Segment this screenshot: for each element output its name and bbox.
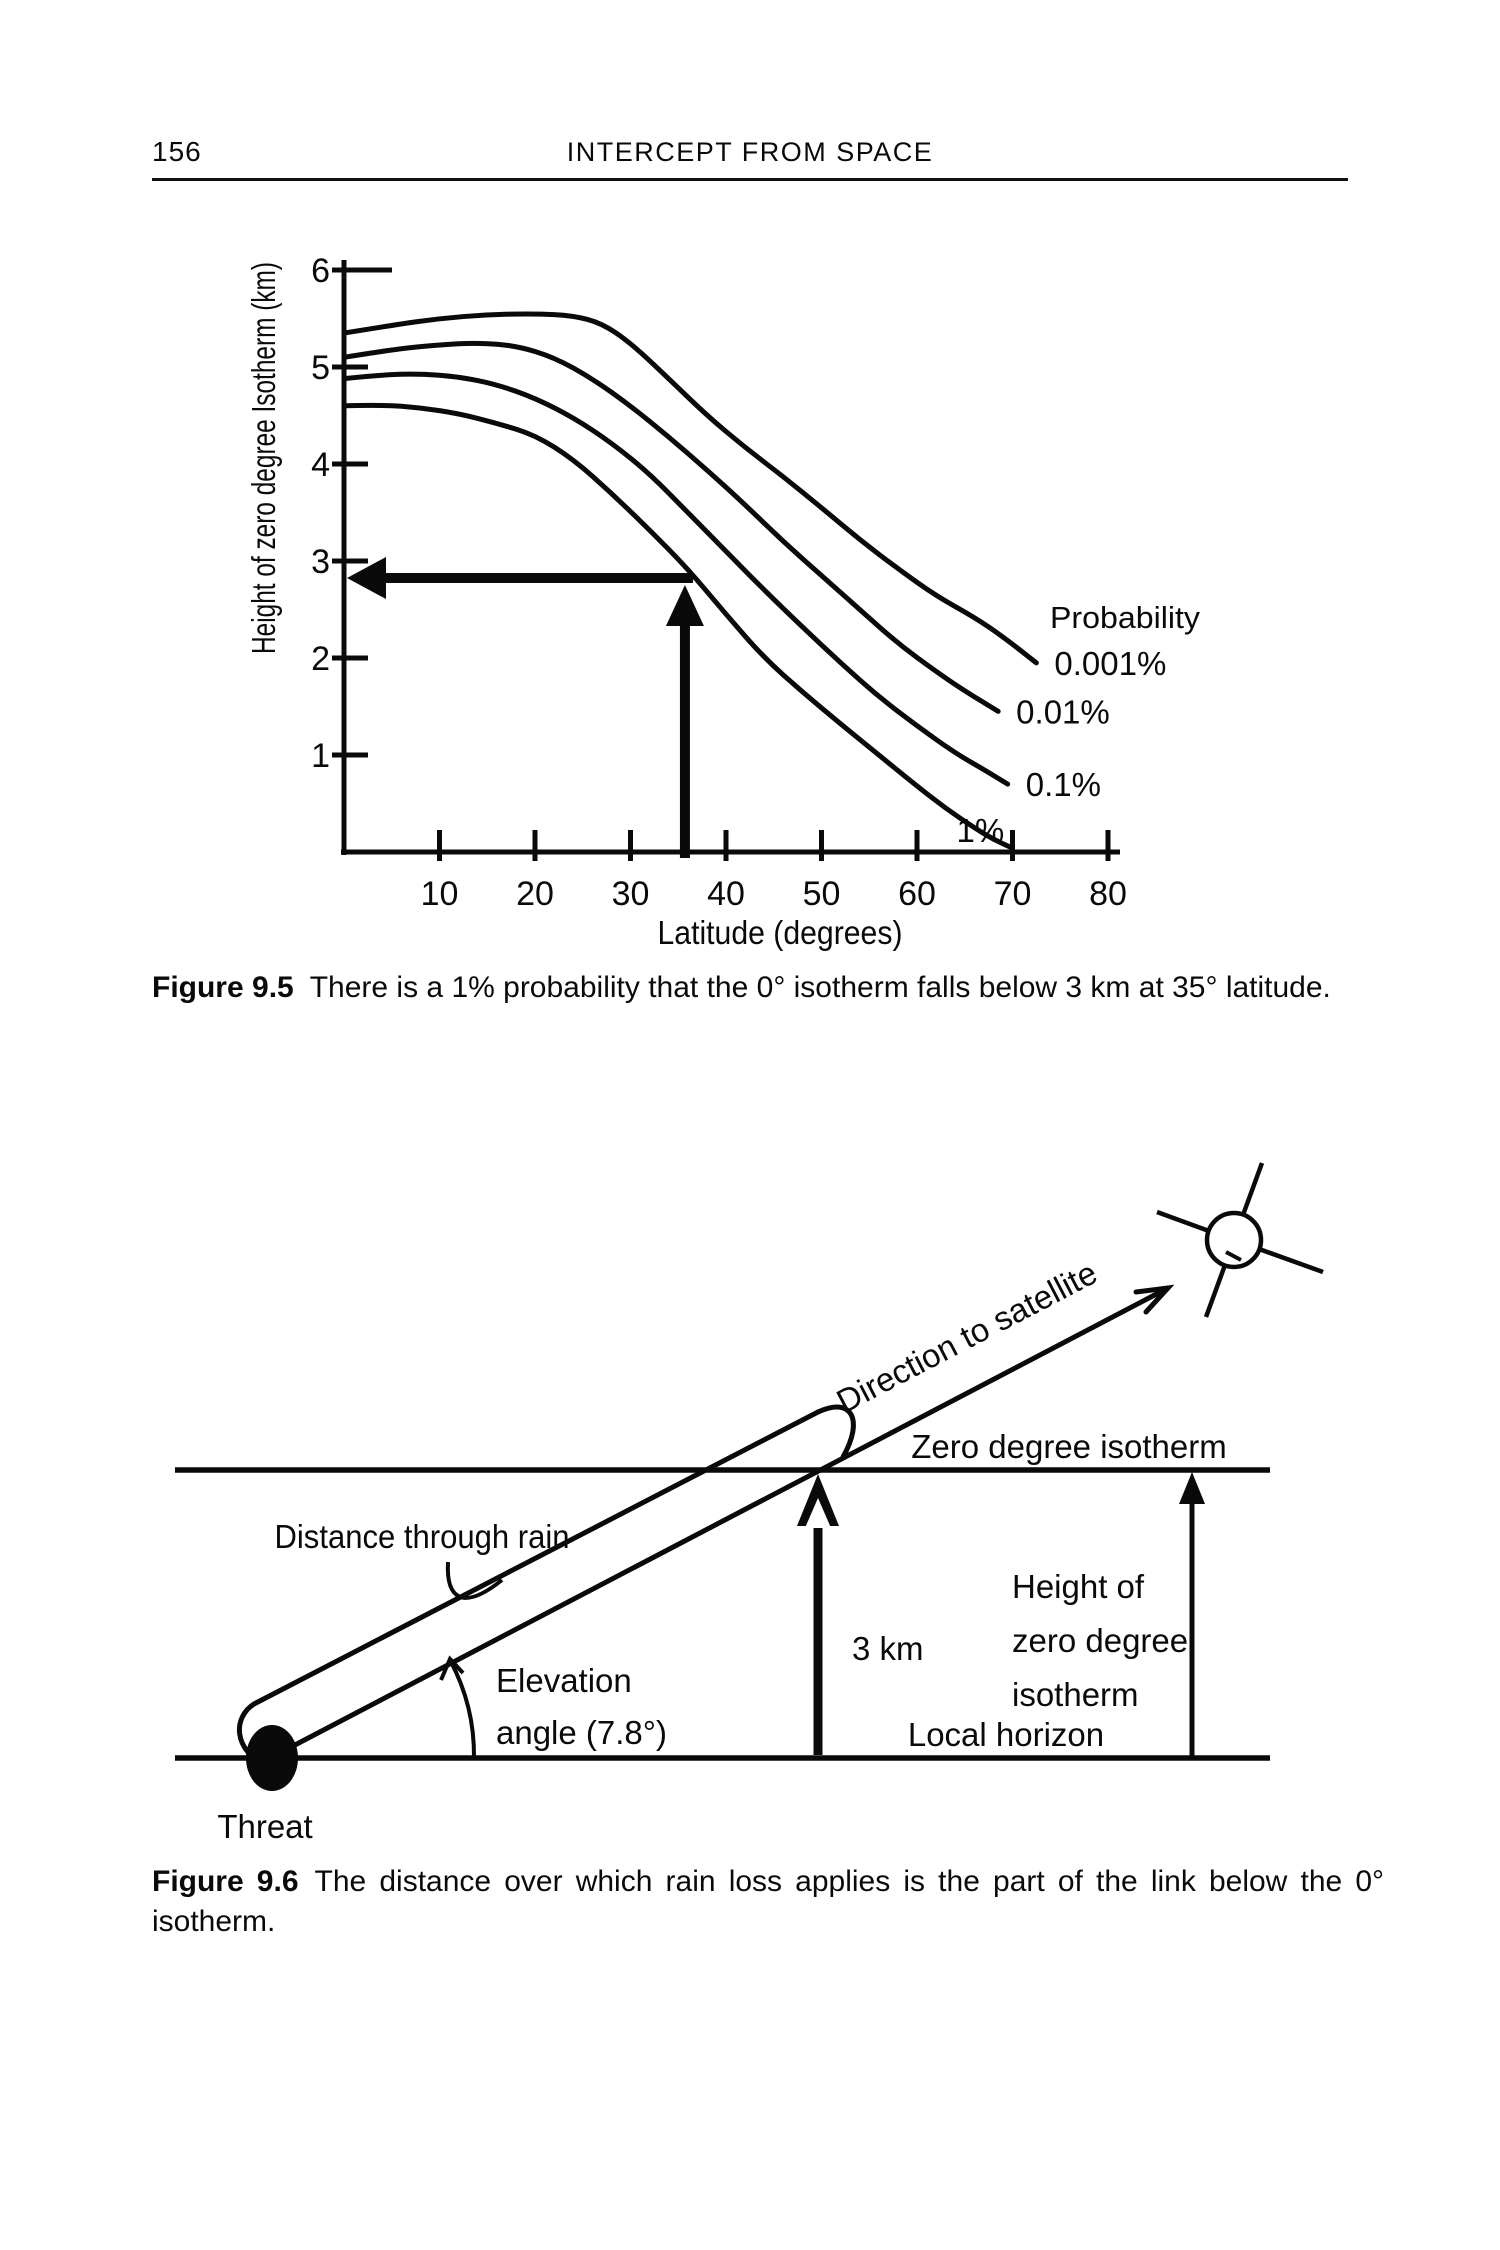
x-tick-label: 40 xyxy=(707,875,745,913)
y-tick-label: 6 xyxy=(311,252,330,290)
y-tick-label: 3 xyxy=(311,543,330,581)
distance-3km-label: 3 km xyxy=(852,1630,924,1667)
link-arrowhead-icon xyxy=(1133,1284,1175,1315)
figure95-plot: Height of zero degree Isotherm (km) Lati… xyxy=(245,252,1201,951)
threat-dot-icon xyxy=(246,1725,298,1791)
isotherm-height-label-line1: Height of xyxy=(1012,1568,1145,1605)
isotherm-height-label-line2: zero degree xyxy=(1012,1622,1188,1659)
rain-tube-upper-edge xyxy=(251,1409,821,1707)
series-label: 0.01% xyxy=(1016,693,1110,730)
zero-degree-isotherm-label: Zero degree isotherm xyxy=(911,1428,1226,1465)
distance-pointer xyxy=(445,1561,504,1600)
elevation-angle-label-line1: Elevation xyxy=(496,1662,632,1699)
isotherm-height-arrowhead-icon xyxy=(1179,1472,1205,1504)
height-3km-arrowhead-notch xyxy=(805,1498,831,1528)
x-tick-label: 70 xyxy=(994,875,1032,913)
probability-curve-1% xyxy=(341,402,1015,851)
figure95-caption-label: Figure 9.5 xyxy=(152,971,294,1004)
y-tick-label: 1 xyxy=(311,737,330,775)
x-tick-label: 60 xyxy=(898,875,936,913)
probability-curve-0.001% xyxy=(341,311,1039,666)
distance-through-rain-label: Distance through rain xyxy=(275,1518,570,1555)
page-number: 156 xyxy=(152,136,202,167)
figure96-diagram: Direction to satellite Zero degree isoth… xyxy=(175,1162,1324,1845)
series-label: 0.001% xyxy=(1054,645,1166,682)
x-tick-label: 30 xyxy=(612,875,650,913)
x-axis-label: Latitude (degrees) xyxy=(658,914,903,951)
figure95-caption-text: There is a 1% probability that the 0° is… xyxy=(309,971,1331,1004)
x-tick-label: 10 xyxy=(421,875,459,913)
figure95-caption: Figure 9.5 There is a 1% probability that… xyxy=(152,968,1384,1008)
up-arrowhead-icon xyxy=(665,585,704,626)
legend-title: Probability xyxy=(1050,600,1201,635)
figure96-caption: Figure 9.6 The distance over which rain l… xyxy=(152,1862,1384,1942)
figure96-caption-label: Figure 9.6 xyxy=(152,1865,299,1898)
y-tick-label: 2 xyxy=(311,640,330,678)
header-rule xyxy=(152,178,1348,181)
left-arrowhead-icon xyxy=(347,557,386,599)
satellite-icon xyxy=(1156,1162,1324,1318)
series-label: 0.1% xyxy=(1026,766,1101,803)
isotherm-height-label-line3: isotherm xyxy=(1012,1676,1139,1713)
x-tick-label: 50 xyxy=(803,875,841,913)
elevation-angle-label-line2: angle (7.8°) xyxy=(496,1714,667,1751)
x-tick-label: 20 xyxy=(516,875,554,913)
local-horizon-label: Local horizon xyxy=(908,1716,1104,1753)
chart-dynamic: 10 20 30 40 50 60 70 80 1 2 3 4 5 6 0.001% 0.01% 0.1% 1% xyxy=(311,252,1166,913)
probability-curve-0.1% xyxy=(341,371,1011,787)
series-label: 1% xyxy=(957,812,1005,849)
elevation-arc-arrowhead-icon xyxy=(439,1655,465,1681)
probability-curve-0.01% xyxy=(341,340,1001,714)
threat-label: Threat xyxy=(217,1808,312,1845)
y-tick-label: 5 xyxy=(311,349,330,387)
y-tick-label: 4 xyxy=(311,446,330,484)
elevation-arc xyxy=(448,1659,477,1759)
running-title: INTERCEPT FROM SPACE xyxy=(566,137,934,167)
link-line xyxy=(269,1285,1171,1760)
figure96-caption-text: The distance over which rain loss applie… xyxy=(152,1865,1384,1938)
y-axis-label: Height of zero degree Isotherm (km) xyxy=(245,262,282,654)
rain-tube-top-cap xyxy=(815,1404,856,1460)
x-tick-label: 80 xyxy=(1089,875,1127,913)
